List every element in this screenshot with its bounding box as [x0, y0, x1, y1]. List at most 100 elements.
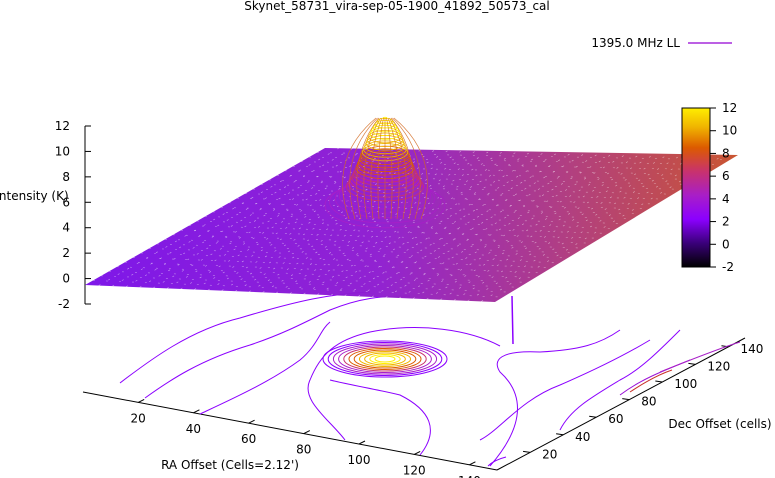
colorbar: -2 0 2 4 6 8 10 12	[681, 101, 737, 274]
contour-line	[659, 341, 741, 373]
x-tick	[358, 440, 366, 445]
colorbar-tick-label: 8	[722, 146, 730, 160]
x-axis-ticks: 20 40 60 80 100 120 140	[131, 398, 481, 478]
peak-contour	[327, 342, 443, 376]
colorbar-ticks: -2 0 2 4 6 8 10 12	[710, 101, 737, 274]
peak-meridian	[363, 117, 381, 220]
mesh-line	[221, 150, 463, 291]
peak-meridian	[392, 117, 421, 220]
y-tick	[622, 398, 630, 401]
z-tick-label: 12	[55, 119, 70, 133]
peak-meridian	[386, 117, 393, 220]
x-tick	[303, 430, 311, 435]
peak-meridian	[377, 117, 384, 220]
peak-contour	[332, 343, 438, 375]
y-tick-label: 20	[542, 447, 557, 461]
peak-contour	[343, 346, 427, 372]
x-axis-label: RA Offset (Cells=2.12')	[161, 458, 299, 472]
mesh-line	[194, 149, 436, 290]
surface-peak	[324, 116, 446, 229]
chart-title: Skynet_58731_vira-sep-05-1900_41892_5057…	[244, 0, 550, 13]
contour-line	[307, 327, 501, 441]
y-tick	[655, 380, 663, 383]
x-tick	[137, 398, 145, 403]
x-tick	[193, 409, 200, 414]
surface-spike	[511, 295, 514, 345]
z-tick-label: 4	[62, 221, 70, 235]
colorbar-tick-label: 12	[722, 101, 737, 115]
surface-plane	[85, 148, 738, 302]
y-tick	[688, 362, 696, 365]
mesh-line	[248, 150, 491, 293]
z-tick-label: -2	[58, 297, 70, 311]
legend-label: 1395.0 MHz LL	[591, 36, 680, 50]
x-tick-label: 80	[296, 443, 311, 457]
x-tick-label: 120	[403, 463, 426, 477]
y-tick-label: 100	[674, 377, 697, 391]
mesh-line	[139, 148, 381, 288]
x-tick-label: 140	[458, 474, 481, 478]
peak-contour	[338, 345, 432, 373]
y-tick	[589, 415, 597, 418]
x-tick	[248, 419, 255, 424]
colorbar-tick-label: 4	[722, 192, 730, 206]
colorbar-tick-label: 6	[722, 169, 730, 183]
peak-contours	[322, 340, 448, 378]
z-tick-label: 8	[62, 170, 70, 184]
contour-line	[487, 456, 507, 467]
peak-contour	[322, 340, 448, 378]
contour-line	[119, 291, 371, 384]
mesh-line	[207, 149, 450, 291]
peak-meridian	[342, 117, 377, 220]
z-axis: -2 0 2 4 6 8 10 12 Intensity (K)	[0, 119, 91, 311]
y-tick-label: 60	[608, 412, 623, 426]
y-tick-label: 80	[641, 395, 656, 409]
peak-meridian	[393, 117, 428, 220]
y-tick-label: 120	[707, 359, 730, 373]
x-tick	[469, 461, 476, 466]
y-tick	[556, 433, 564, 436]
peak-contour	[364, 352, 406, 366]
colorbar-tick-label: 0	[722, 237, 730, 251]
colorbar-scale	[681, 107, 711, 268]
base-frame	[82, 337, 746, 471]
peak-meridian	[389, 117, 407, 220]
contour-lines	[119, 291, 741, 467]
contour-line	[144, 295, 411, 399]
x-tick	[413, 450, 421, 455]
contour-line	[489, 329, 621, 467]
z-axis-ticks: -2 0 2 4 6 8 10 12	[55, 119, 91, 311]
z-axis-label: Intensity (K)	[0, 189, 69, 203]
x-tick-label: 100	[348, 453, 371, 467]
x-tick-label: 40	[186, 422, 201, 436]
contour-line	[329, 379, 431, 456]
contour-line	[629, 369, 673, 393]
y-axis-ticks: 20 40 60 80 100 120 140	[522, 342, 763, 461]
peak-contour	[374, 355, 396, 363]
contour-line	[559, 329, 681, 431]
peak-contour	[353, 349, 417, 369]
z-tick-label: 0	[62, 272, 70, 286]
mesh-line	[235, 150, 477, 292]
peak-contour	[358, 351, 412, 367]
peak-contour	[369, 354, 401, 364]
y-tick	[522, 450, 531, 453]
surface	[85, 116, 738, 345]
z-tick-label: 6	[62, 195, 70, 209]
peak-meridian	[356, 117, 380, 220]
peak-meridian	[370, 117, 383, 220]
contour-line	[479, 339, 651, 441]
x-tick-label: 60	[241, 432, 256, 446]
peak-contour	[348, 348, 422, 370]
contour-line	[199, 321, 331, 415]
y-tick-label: 40	[575, 430, 590, 444]
colorbar-tick-label: 10	[722, 124, 737, 138]
z-tick-label: 2	[62, 246, 70, 260]
y-tick-label: 140	[740, 342, 763, 356]
x-tick-label: 20	[131, 411, 146, 425]
y-axis-label: Dec Offset (cells)	[668, 417, 771, 431]
peak-meridian	[390, 117, 414, 220]
colorbar-tick-label: 2	[722, 215, 730, 229]
legend: 1395.0 MHz LL	[591, 36, 732, 50]
